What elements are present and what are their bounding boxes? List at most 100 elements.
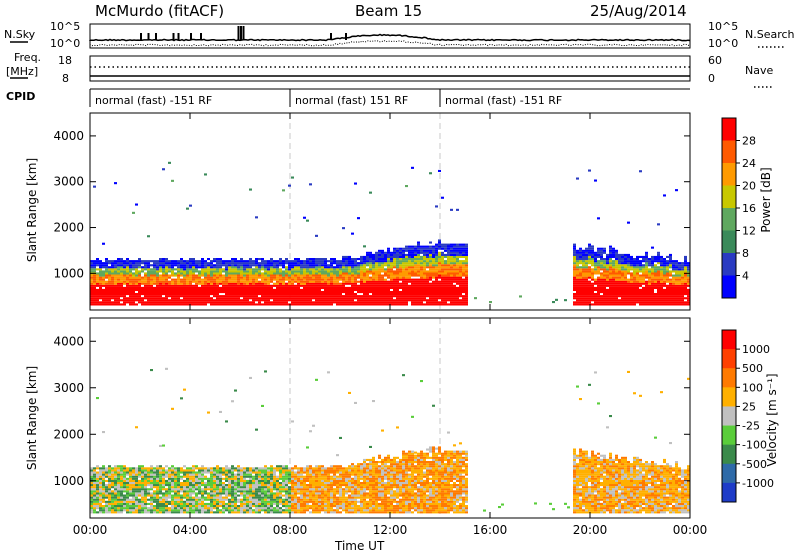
heatmap-cell xyxy=(333,299,336,302)
heatmap-cell xyxy=(357,274,360,277)
freq-unit-label: [MHz] xyxy=(6,65,38,78)
heatmap-cell xyxy=(582,270,585,273)
noise-spike xyxy=(330,33,332,40)
heatmap-cell xyxy=(300,297,303,300)
heatmap-cell xyxy=(270,295,273,298)
heatmap-cell xyxy=(183,479,186,482)
heatmap-cell xyxy=(678,291,681,294)
heatmap-cell xyxy=(414,272,417,275)
heatmap-cell xyxy=(669,278,672,281)
heatmap-cell xyxy=(270,258,273,261)
heatmap-cell xyxy=(651,268,654,271)
heatmap-cell xyxy=(579,278,582,281)
heatmap-cell xyxy=(426,255,429,258)
heatmap-cell xyxy=(219,274,222,277)
heatmap-cell xyxy=(135,469,138,472)
heatmap-cell xyxy=(423,251,426,254)
heatmap-cell xyxy=(684,268,687,271)
heatmap-cell xyxy=(438,276,441,279)
heatmap-cell xyxy=(111,494,114,497)
heatmap-cell xyxy=(123,479,126,482)
heatmap-cell xyxy=(435,264,438,267)
heatmap-cell xyxy=(372,291,375,294)
heatmap-cell xyxy=(300,288,303,291)
heatmap-cell xyxy=(351,291,354,294)
heatmap-cell xyxy=(390,272,393,275)
heatmap-cell xyxy=(363,274,366,277)
heatmap-cell xyxy=(207,291,210,294)
heatmap-cell xyxy=(162,284,165,287)
heatmap-cell xyxy=(153,507,156,510)
heatmap-cell xyxy=(651,274,654,277)
heatmap-cell xyxy=(441,291,444,294)
heatmap-cell xyxy=(231,276,234,279)
heatmap-cell xyxy=(114,471,117,474)
heatmap-cell xyxy=(279,301,282,304)
heatmap-cell xyxy=(612,291,615,294)
heatmap-cell xyxy=(249,272,252,275)
heatmap-cell xyxy=(321,268,324,271)
heatmap-cell xyxy=(213,286,216,289)
heatmap-cell xyxy=(681,282,684,285)
heatmap-cell xyxy=(447,282,450,285)
heatmap-cell xyxy=(108,488,111,491)
heatmap-cell xyxy=(111,262,114,265)
heatmap-cell xyxy=(222,262,225,265)
heatmap-cell xyxy=(645,303,648,306)
heatmap-cell xyxy=(96,280,99,283)
heatmap-cell xyxy=(423,286,426,289)
heatmap-cell xyxy=(600,247,603,250)
noise-traces xyxy=(89,26,691,47)
heatmap-cell xyxy=(408,247,411,250)
heatmap-cell xyxy=(615,284,618,287)
heatmap-cell xyxy=(120,498,123,501)
heatmap-cell xyxy=(195,494,198,497)
heatmap-cell xyxy=(129,295,132,298)
heatmap-cell xyxy=(93,297,96,300)
heatmap-cell xyxy=(678,272,681,275)
heatmap-cell xyxy=(183,299,186,302)
heatmap-cell xyxy=(576,177,579,180)
heatmap-cell xyxy=(141,488,144,491)
heatmap-cell xyxy=(105,280,108,283)
heatmap-cell xyxy=(165,507,168,510)
heatmap-cell xyxy=(99,479,102,482)
heatmap-cell xyxy=(288,260,291,263)
heatmap-cell xyxy=(213,264,216,267)
heatmap-cell xyxy=(333,286,336,289)
heatmap-cell xyxy=(630,295,633,298)
heatmap-cell xyxy=(132,505,135,508)
heatmap-cell xyxy=(573,264,576,267)
heatmap-cell xyxy=(114,473,117,476)
heatmap-cell xyxy=(456,264,459,267)
heatmap-cell xyxy=(177,270,180,273)
heatmap-cell xyxy=(639,170,642,173)
heatmap-cell xyxy=(462,280,465,283)
heatmap-cell xyxy=(207,262,210,265)
heatmap-cell xyxy=(192,270,195,273)
heatmap-cell xyxy=(675,291,678,294)
heatmap-cell xyxy=(660,288,663,291)
heatmap-cell xyxy=(252,282,255,285)
heatmap-cell xyxy=(216,291,219,294)
heatmap-cell xyxy=(105,486,108,489)
heatmap-cell xyxy=(342,260,345,263)
heatmap-cell xyxy=(459,270,462,273)
heatmap-cell xyxy=(189,488,192,491)
heatmap-cell xyxy=(297,260,300,263)
heatmap-cell xyxy=(453,255,456,258)
heatmap-cell xyxy=(399,293,402,296)
heatmap-cell xyxy=(237,295,240,298)
heatmap-cell xyxy=(393,251,396,254)
heatmap-cell xyxy=(240,280,243,283)
heatmap-cell xyxy=(90,473,93,476)
heatmap-cell xyxy=(216,465,219,468)
heatmap-cell xyxy=(321,301,324,304)
heatmap-cell xyxy=(456,280,459,283)
heatmap-cell xyxy=(183,505,186,508)
heatmap-cell xyxy=(195,266,198,269)
heatmap-cell xyxy=(357,303,360,306)
heatmap-cell xyxy=(192,488,195,491)
heatmap-cell xyxy=(90,502,93,505)
heatmap-cell xyxy=(339,288,342,291)
